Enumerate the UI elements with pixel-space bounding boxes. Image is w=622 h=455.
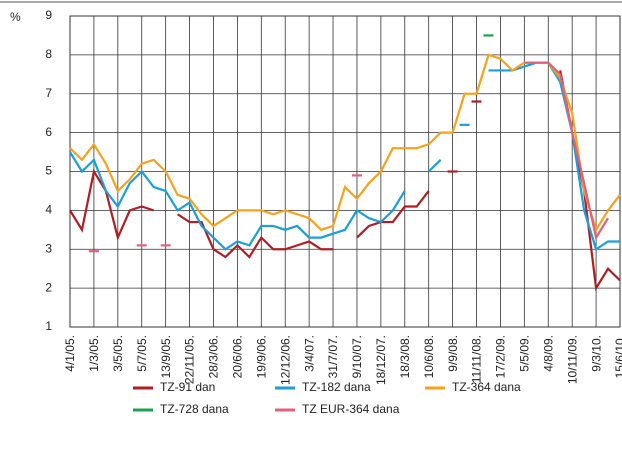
y-tick-label: 9 bbox=[45, 8, 52, 22]
x-tick-label: 15/6/10. bbox=[613, 335, 622, 378]
y-tick-label: 4 bbox=[45, 203, 52, 217]
series-line bbox=[69, 53, 621, 233]
legend-label: TZ-364 dana bbox=[452, 380, 521, 394]
series-line bbox=[356, 190, 430, 239]
x-tick-label: 1/3/05. bbox=[87, 335, 101, 372]
series-line bbox=[524, 61, 609, 241]
series-line bbox=[427, 159, 442, 173]
x-tick-label: 9/3/10. bbox=[589, 335, 603, 372]
x-tick-label: 28/3/06. bbox=[207, 335, 221, 378]
x-tick-label: 19/9/06. bbox=[254, 335, 268, 378]
y-tick-label: 7 bbox=[45, 86, 52, 100]
y-tick-label: 6 bbox=[45, 125, 52, 139]
plot-frame bbox=[69, 15, 621, 328]
x-tick-label: 4/1/05. bbox=[63, 335, 77, 372]
x-tick-label: 5/7/05. bbox=[135, 335, 149, 372]
x-tick-label: 22/11/05. bbox=[183, 335, 197, 384]
series-line bbox=[69, 151, 406, 251]
x-tick-label: 20/6/06. bbox=[231, 335, 245, 378]
y-tick-label: 5 bbox=[45, 164, 52, 178]
x-tick-label: 12/12/06. bbox=[278, 335, 292, 385]
x-tick-label: 4/8/09. bbox=[541, 335, 555, 372]
legend-label: TZ EUR-364 dana bbox=[302, 402, 400, 416]
x-tick-label: 18/12/07. bbox=[374, 335, 388, 385]
series-line bbox=[488, 61, 620, 251]
x-tick-label: 9/10/07. bbox=[350, 335, 364, 378]
x-tick-label: 5/5/09. bbox=[518, 335, 532, 372]
x-tick-label: 13/9/05. bbox=[159, 335, 173, 378]
x-tick-label: 17/2/09. bbox=[494, 335, 508, 378]
y-unit: % bbox=[10, 10, 21, 24]
y-tick-label: 3 bbox=[45, 241, 52, 255]
y-tick-label: 2 bbox=[45, 280, 52, 294]
legend-label: TZ-728 dana bbox=[160, 402, 229, 416]
x-tick-label: 18/3/08. bbox=[398, 335, 412, 378]
x-tick-label: 31/7/07. bbox=[326, 335, 340, 378]
x-tick-label: 3/5/05. bbox=[111, 335, 125, 372]
legend-label: TZ-91 dan bbox=[160, 380, 215, 394]
y-tick-label: 1 bbox=[45, 319, 52, 333]
x-tick-label: 10/11/09. bbox=[565, 335, 579, 384]
series-line bbox=[69, 168, 155, 241]
x-tick-label: 3/4/07. bbox=[302, 335, 316, 372]
x-tick-label: 10/6/08. bbox=[422, 335, 436, 378]
x-tick-label: 9/9/08. bbox=[446, 335, 460, 372]
x-tick-label: 11/11/08. bbox=[470, 335, 484, 383]
legend-label: TZ-182 dana bbox=[302, 380, 371, 394]
y-tick-label: 8 bbox=[45, 47, 52, 61]
